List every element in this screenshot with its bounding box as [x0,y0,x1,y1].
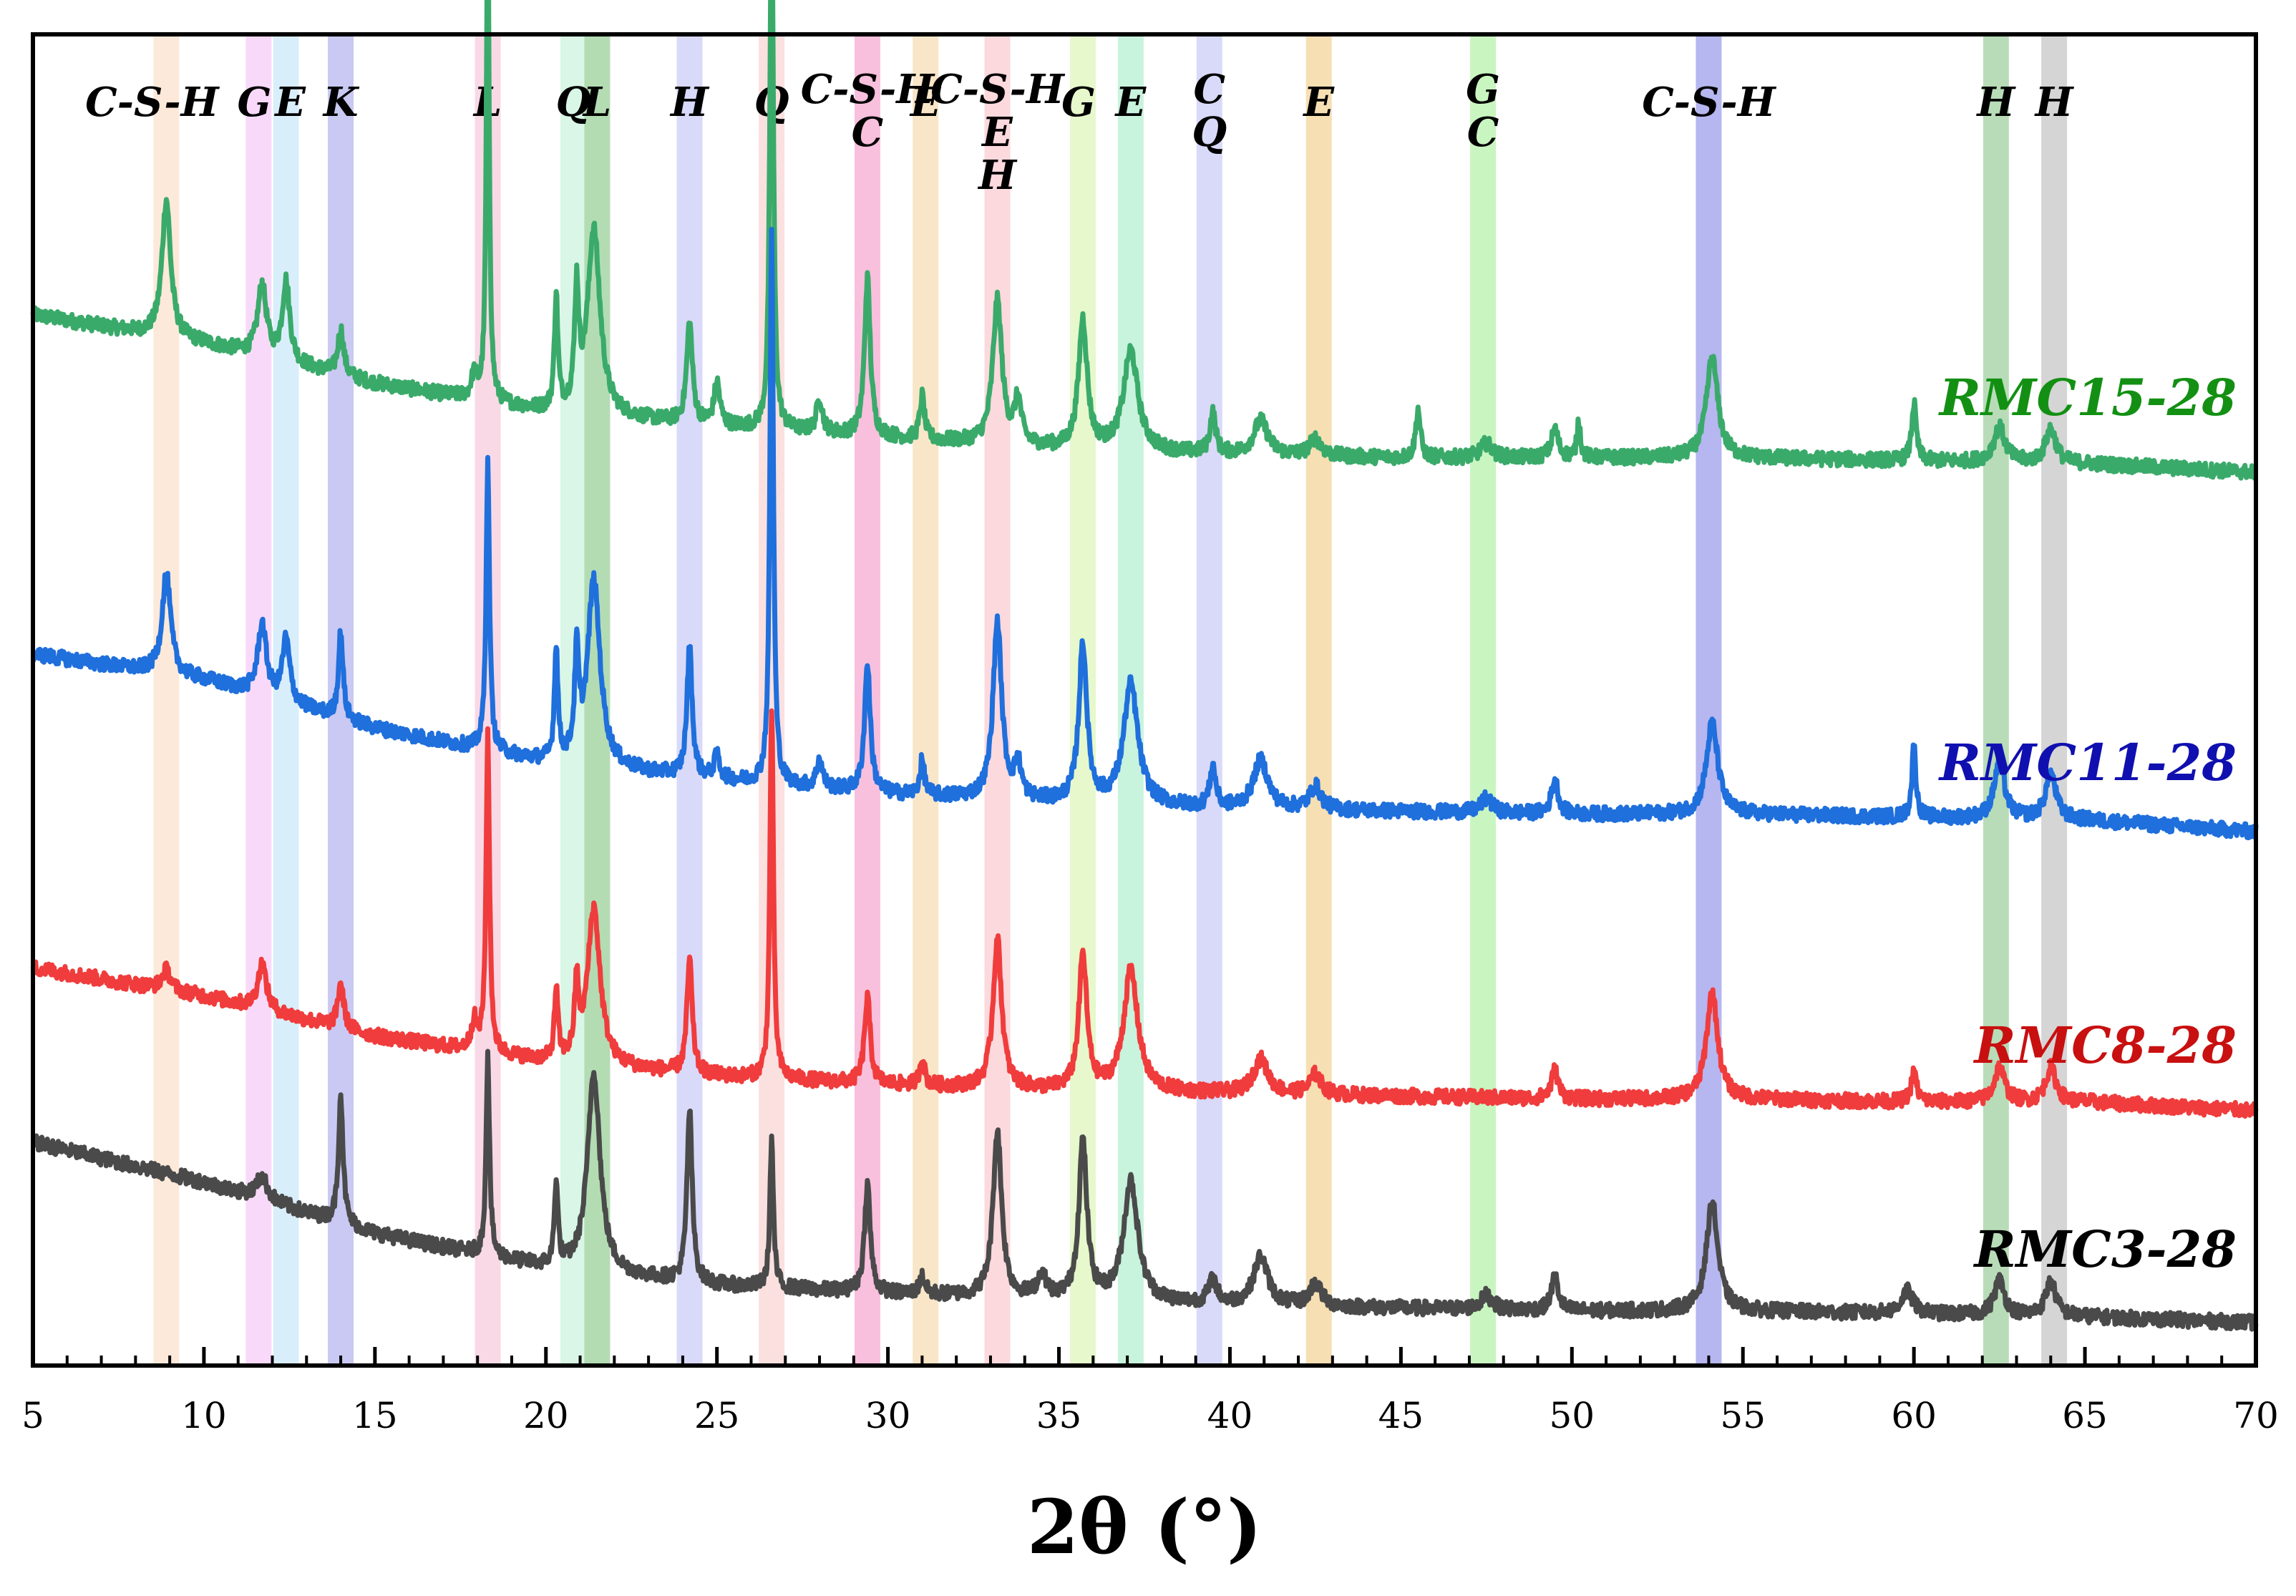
phase-label-10: E [909,79,942,126]
series-label-rmc8-28: RMC8-28 [1972,1016,2237,1075]
phase-band-11 [984,34,1011,1366]
phase-band-10 [913,34,939,1366]
x-tick-label: 40 [1207,1395,1253,1436]
trace-rmc15-28 [30,0,2259,481]
x-tick-label: 5 [21,1395,44,1436]
x-tick-label: 55 [1720,1395,1766,1436]
traces [30,0,2259,1332]
phase-band-0 [153,34,180,1366]
phase-label-1: G [237,79,271,126]
trace-rmc11-28 [30,226,2259,840]
phase-label-12: G [1061,79,1096,126]
series-label-rmc11-28: RMC11-28 [1938,733,2237,792]
phase-band-14 [1196,34,1222,1366]
phase-label-15: E [1302,79,1335,126]
phase-bands [153,34,2068,1366]
x-tick-label: 45 [1378,1395,1424,1436]
phase-label-0: C-S-H [85,79,220,126]
x-tick-label: 50 [1549,1395,1595,1436]
phase-label-2: E [273,79,306,126]
phase-label-9: C-S-H C [801,66,936,156]
phase-band-15 [1305,34,1332,1366]
x-axis-tick-labels: 5 10 15 20 25 30 35 40 45 50 55 60 65 70 [21,1395,2279,1436]
phase-band-16 [1470,34,1497,1366]
phase-band-18 [1983,34,2009,1366]
x-tick-label: 70 [2233,1395,2279,1436]
x-tick-label: 30 [865,1395,911,1436]
phase-label-19: H [2034,79,2075,126]
phase-label-17: C-S-H [1642,79,1777,126]
x-tick-label: 25 [694,1395,740,1436]
phase-label-6: L [582,79,611,126]
x-tick-label: 15 [352,1395,398,1436]
phase-labels: C-S-H G E K L QL H Q C-S-H CEC-S-H E HG E C QE G CC-S-H H… [85,66,2074,199]
phase-label-5: Q [556,79,591,126]
trace-rmc3-28 [30,1048,2259,1332]
phase-band-1 [245,34,272,1366]
x-tick-label: 65 [2062,1395,2108,1436]
x-axis-ticks [31,1347,2258,1366]
plot-frame [31,32,2258,1368]
phase-label-18: H [1975,79,2016,126]
phase-band-13 [1117,34,1144,1366]
phase-band-17 [1696,34,1722,1366]
phase-label-3: K [322,79,360,126]
phase-label-7: H [669,79,710,126]
phase-label-11: C-S-H E H [930,66,1066,199]
x-tick-label: 35 [1036,1395,1082,1436]
trace-rmc8-28 [30,708,2259,1119]
x-axis-label: 2θ (°) [1027,1483,1262,1571]
x-tick-label: 20 [523,1395,569,1436]
phase-label-13: E [1114,79,1147,126]
series-label-rmc3-28: RMC3-28 [1972,1220,2237,1279]
x-tick-label: 60 [1891,1395,1937,1436]
series-label-rmc15-28: RMC15-28 [1938,368,2237,427]
x-tick-label: 10 [181,1395,227,1436]
phase-band-19 [2041,34,2068,1366]
series-labels: RMC15-28 RMC11-28 RMC8-28 RMC3-28 [1938,368,2237,1279]
